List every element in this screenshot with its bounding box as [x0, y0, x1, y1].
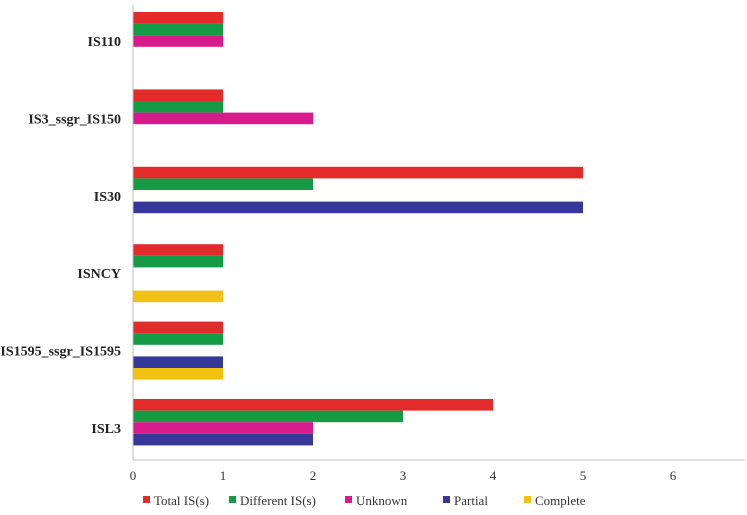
- x-tick-label: 3: [400, 468, 407, 483]
- bar-is30-partial: [133, 201, 583, 214]
- bar-is30-total-is-s: [133, 166, 583, 179]
- category-label: IS110: [88, 35, 121, 50]
- legend: Total IS(s) Different IS(s) Unknown Partial…: [143, 493, 586, 508]
- x-tick-label: 1: [220, 468, 227, 483]
- legend-swatch: [143, 496, 150, 503]
- bar-isl3-different-is-s: [133, 410, 403, 423]
- bar-is3-ssgr-is150-unknown: [133, 112, 313, 125]
- legend-swatch: [345, 496, 352, 503]
- bar-is110-unknown: [133, 35, 223, 47]
- category-label: ISNCY: [77, 267, 121, 282]
- bar-isl3-unknown: [133, 422, 313, 434]
- legend-swatch: [524, 496, 531, 503]
- category-label: IS3_ssgr_IS150: [28, 112, 121, 127]
- x-tick-label: 5: [580, 468, 587, 483]
- bar-isl3-partial: [133, 433, 313, 446]
- bar-isncy-total-is-s: [133, 244, 223, 256]
- category-label: IS1595_ssgr_IS1595: [0, 345, 121, 360]
- axes: [132, 5, 745, 461]
- bar-isncy-complete: [133, 290, 223, 303]
- legend-label: Different IS(s): [240, 493, 316, 508]
- bar-isl3-total-is-s: [133, 399, 493, 411]
- bar-is110-different-is-s: [133, 23, 223, 36]
- bar-is1595-ssgr-is1595-complete: [133, 368, 223, 380]
- x-tick-label: 2: [310, 468, 317, 483]
- legend-label: Complete: [535, 493, 586, 508]
- legend-swatch: [443, 496, 450, 503]
- bar-is3-ssgr-is150-total-is-s: [133, 89, 223, 101]
- legend-label: Partial: [454, 493, 488, 508]
- bar-is1595-ssgr-is1595-different-is-s: [133, 333, 223, 345]
- legend-swatch: [229, 496, 236, 503]
- category-labels: IS110 IS3_ssgr_IS150 IS30 ISNCY IS1595_ssgr_…: [0, 35, 121, 437]
- bars-layer: [133, 12, 583, 446]
- legend-label: Total IS(s): [154, 493, 209, 508]
- bar-is3-ssgr-is150-different-is-s: [133, 101, 223, 113]
- x-tick-label: 4: [490, 468, 497, 483]
- bar-is110-total-is-s: [133, 12, 223, 24]
- category-label: IS30: [94, 190, 121, 205]
- bar-is1595-ssgr-is1595-total-is-s: [133, 321, 223, 334]
- x-tick-label: 0: [130, 468, 137, 483]
- legend-label: Unknown: [356, 493, 408, 508]
- x-tick-label: 6: [670, 468, 677, 483]
- bar-isncy-different-is-s: [133, 255, 223, 268]
- x-tick-labels: 0 1 2 3 4 5 6: [130, 468, 677, 483]
- bar-is30-different-is-s: [133, 178, 313, 190]
- bar-is1595-ssgr-is1595-partial: [133, 356, 223, 368]
- category-label: ISL3: [91, 422, 121, 437]
